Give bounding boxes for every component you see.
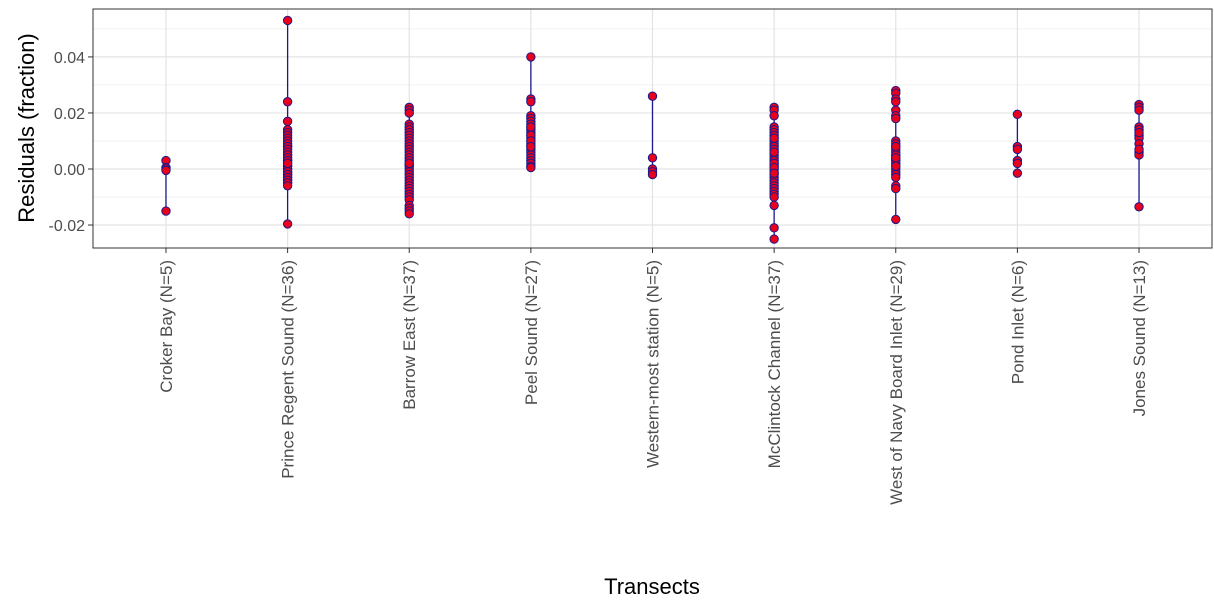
point: [891, 153, 901, 163]
point: [1012, 168, 1023, 178]
point: [404, 108, 414, 118]
point: [1134, 202, 1144, 212]
x-tick-label: Croker Bay (N=5): [157, 260, 176, 393]
x-tick-label: Pond Inlet (N=6): [1008, 260, 1027, 384]
point: [526, 122, 536, 132]
point: [1134, 105, 1144, 115]
x-axis-title: Transects: [604, 574, 700, 599]
x-tick-label: McClintock Channel (N=37): [765, 260, 784, 468]
point: [1134, 127, 1144, 138]
point: [891, 214, 901, 225]
point: [769, 192, 779, 202]
point: [282, 181, 293, 191]
y-axis-title: Residuals (fraction): [14, 33, 39, 223]
point: [769, 200, 779, 211]
x-tick-label: Prince Regent Sound (N=36): [279, 260, 298, 479]
x-tick-label: Western-most station (N=5): [644, 260, 663, 468]
point: [282, 97, 293, 107]
point: [282, 158, 293, 169]
x-tick-label: Peel Sound (N=27): [522, 260, 541, 405]
point: [282, 219, 293, 229]
panel-border: [92, 8, 1213, 249]
point: [891, 161, 901, 171]
point: [891, 183, 901, 194]
point: [769, 147, 779, 157]
point: [647, 169, 658, 180]
y-tick-label: 0.04: [54, 50, 85, 67]
point: [1012, 158, 1023, 169]
point: [769, 133, 779, 143]
point: [526, 97, 536, 107]
point: [526, 141, 536, 152]
point: [769, 234, 779, 244]
point: [891, 113, 901, 124]
point: [769, 168, 779, 178]
point: [526, 52, 536, 62]
point: [891, 141, 901, 152]
point: [891, 97, 901, 107]
point: [404, 158, 414, 169]
point: [282, 15, 293, 26]
point: [404, 209, 414, 219]
y-tick-label: 0.00: [54, 162, 85, 179]
point: [769, 111, 779, 121]
x-tick-label: West of Navy Board Inlet (N=29): [887, 260, 906, 505]
point: [769, 223, 779, 233]
point: [526, 162, 536, 173]
point: [1134, 144, 1144, 155]
x-tick-label: Barrow East (N=37): [400, 260, 419, 410]
point: [1012, 144, 1023, 155]
point: [282, 116, 293, 127]
point: [1012, 109, 1023, 120]
y-tick-label: -0.02: [49, 218, 86, 235]
point: [647, 153, 658, 163]
point: [161, 165, 171, 176]
y-tick-label: 0.02: [54, 106, 85, 123]
x-tick-label: Jones Sound (N=13): [1130, 260, 1149, 416]
point: [647, 91, 658, 101]
point: [891, 172, 901, 183]
point: [161, 206, 171, 216]
